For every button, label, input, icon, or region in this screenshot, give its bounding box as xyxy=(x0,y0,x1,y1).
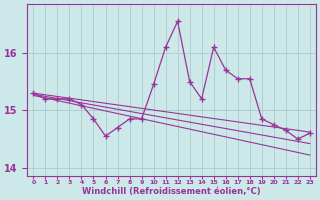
X-axis label: Windchill (Refroidissement éolien,°C): Windchill (Refroidissement éolien,°C) xyxy=(82,187,261,196)
